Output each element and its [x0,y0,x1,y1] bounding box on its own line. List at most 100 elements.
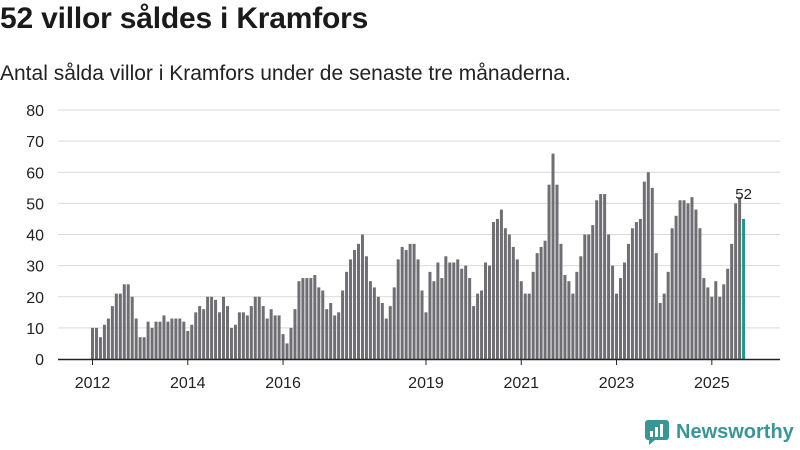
bar [317,287,321,359]
bar [730,243,734,359]
bar [595,200,599,359]
bar [285,343,289,359]
bar [341,290,345,359]
bar [372,287,376,359]
bar [289,327,293,360]
bar [376,296,380,359]
bar [297,281,301,359]
bar [229,327,233,360]
bar [738,197,742,359]
bar [515,259,519,359]
bar [146,321,150,359]
bar [206,296,210,359]
bar [452,262,456,359]
bar [468,278,472,359]
bar [353,250,357,359]
bar [559,243,563,359]
bar [154,321,158,359]
bar [710,296,714,359]
y-tick-label: 50 [26,196,44,213]
bar [714,281,718,359]
bar [476,293,480,359]
bar [630,228,634,359]
bar [273,315,277,359]
bar [333,315,337,359]
bar [114,293,118,359]
bar [150,327,154,360]
bar [190,324,194,359]
bar [269,309,273,359]
bar [488,265,491,360]
x-tick-label: 2025 [694,375,730,392]
bar [245,315,249,359]
bar [480,290,484,359]
bar [615,293,619,359]
bar [503,228,507,359]
bar [611,265,615,360]
y-tick-label: 20 [26,290,44,307]
bar [579,256,583,359]
bar [484,262,488,359]
bar [194,312,198,359]
bar [662,293,666,359]
bar [281,334,285,359]
bar [539,246,543,359]
bar [98,337,102,359]
bar [440,278,444,359]
x-tick-label: 2021 [503,375,539,392]
bar [495,218,499,359]
bar [507,234,511,359]
chart-subtitle: Antal sålda villor i Kramfors under de s… [0,62,571,85]
bar [619,278,623,359]
bar [233,324,237,359]
bar [384,318,388,359]
bar [349,259,353,359]
y-tick-label: 40 [26,228,44,245]
bar [670,228,674,359]
bar [261,306,265,359]
bar [686,203,690,360]
bar [726,268,730,359]
bar [734,203,738,360]
bar [531,271,535,359]
newsworthy-logo: Newsworthy [644,419,794,445]
bar [162,315,166,359]
bar [444,256,448,359]
bar [599,194,603,359]
bar [603,194,607,359]
bar [110,306,114,359]
bar [198,306,202,359]
bar [499,209,503,359]
bar [404,250,408,359]
bar [543,240,547,359]
bar [722,284,726,359]
bar [702,278,706,359]
bar [106,318,110,359]
bar [511,246,515,359]
bar [555,184,559,359]
brand-name: Newsworthy [676,420,794,443]
bar [698,228,702,359]
bar [678,200,682,359]
bar [587,234,591,359]
bar [622,262,626,359]
bar [170,318,174,359]
bar [396,259,400,359]
bar [118,293,122,359]
bar [674,215,678,359]
bar [638,218,642,359]
bar [257,296,261,359]
bar [551,153,555,359]
bar [126,284,130,359]
bar [424,312,428,359]
bar [210,296,214,359]
x-tick-label: 2016 [265,375,301,392]
x-tick-label: 2023 [599,375,635,392]
bar [571,293,575,359]
bar [428,271,432,359]
bar [360,234,364,359]
bar [158,321,162,359]
bar [337,312,341,359]
y-tick-label: 70 [26,134,44,151]
bar [301,278,305,359]
